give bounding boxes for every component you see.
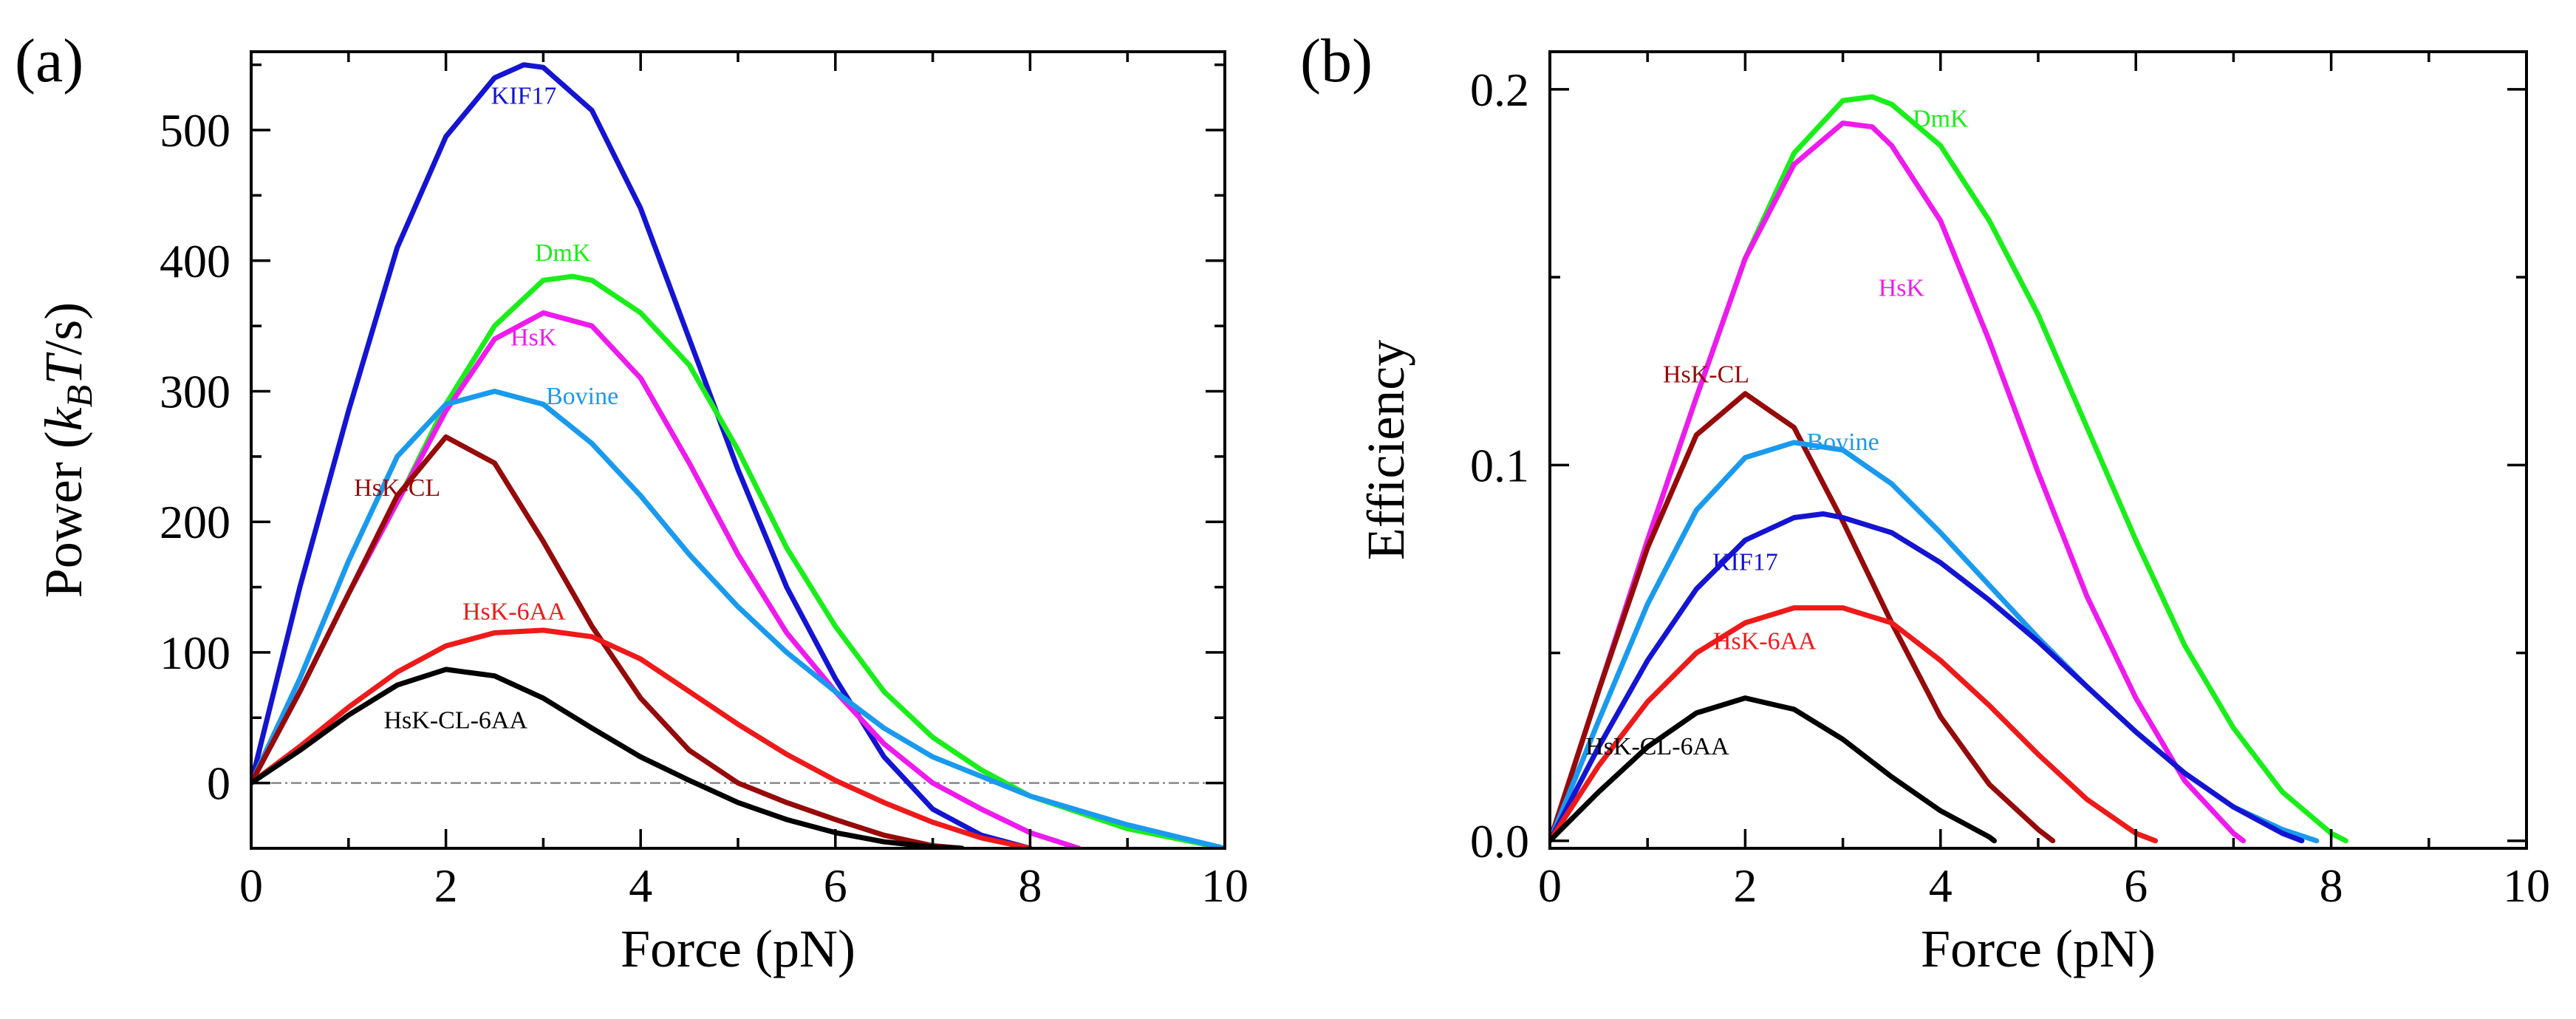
panel-a-ytick-label: 300: [160, 365, 230, 418]
panel-b-xtick-label: 8: [2320, 859, 2343, 912]
panel-b-ytick-label: 0.2: [1470, 64, 1529, 116]
panel-a-label-hsk: HsK: [510, 324, 557, 352]
panel-a-series-bovine-line: [251, 389, 1225, 848]
panel-b-label-hsk-6aa: HsK-6AA: [1713, 628, 1817, 655]
panel-a-y-axis-title-part-3: T: [34, 352, 93, 385]
panel-b-curves: [1550, 94, 2348, 844]
panel-b-ytick-label: 0.1: [1470, 439, 1529, 491]
panel-a-xtick-label: 6: [824, 859, 847, 912]
panel-b-label-hsk: HsK: [1879, 275, 1925, 302]
panel-a-label-bovine: Bovine: [546, 383, 618, 410]
panel-b-series-hsk-line: [1550, 120, 2247, 844]
panel-b-series-hsk-cl-line: [1550, 391, 2056, 844]
panel-a-y-axis-title: Power (kBT/s): [34, 302, 100, 599]
panel-a-label-dmk: DmK: [535, 239, 591, 267]
panel-a-ytick-label: 500: [160, 104, 230, 157]
panel-b-label-bovine: Bovine: [1806, 429, 1879, 456]
panel-b-xtick-label: 2: [1733, 859, 1757, 912]
panel-a-label-hsk-cl-6aa: HsK-CL-6AA: [384, 706, 528, 734]
panel-b-series-hsk-6aa-line: [1550, 605, 2159, 844]
panel-a-series-kif17-line: [251, 62, 1033, 848]
panel-a-label-hsk-cl: HsK-CL: [354, 474, 440, 502]
panel-a-xtick-label: 8: [1018, 859, 1042, 912]
panel-a-xtick-label: 2: [434, 859, 458, 912]
panel-a-y-axis-title-part-1: k: [34, 406, 93, 431]
panel-b-label-hsk-cl-6aa: HsK-CL-6AA: [1585, 733, 1729, 760]
panel-b-plot-frame: [1548, 50, 2528, 850]
panel-a-xtick-label: 10: [1201, 859, 1248, 912]
panel-b-ytick-label: 0.0: [1470, 815, 1529, 868]
panel-a-label-hsk-6aa: HsK-6AA: [462, 599, 566, 626]
panel-a-ytick-label: 0: [207, 757, 230, 810]
panel-a-curves: [251, 62, 1225, 848]
panel-b-y-axis-title: Efficiency: [1356, 340, 1415, 561]
panel-b-xtick-label: 10: [2503, 859, 2550, 912]
panel-b-series-kif17-line: [1550, 511, 2305, 844]
panel-a-panel-label: (a): [15, 27, 83, 95]
panel-a-xtick-label: 4: [629, 859, 652, 912]
panel-b-xtick-label: 6: [2124, 859, 2148, 912]
panel-b-efficiency-chart: DmK HsK HsK-CL Bovine KIF17 HsK-6AA HsK-CL-6AA…: [1300, 27, 2550, 978]
panel-a-series-hsk-cl-line: [251, 434, 965, 848]
panel-a-xtick-label: 0: [239, 859, 263, 912]
panel-a-ytick-label: 400: [160, 235, 230, 287]
panel-b-xtick-label: 0: [1538, 859, 1562, 912]
panel-b-label-hsk-cl: HsK-CL: [1663, 361, 1749, 388]
panel-a-y-axis-title-part-4: /s): [34, 302, 93, 355]
panel-a-ytick-label: 200: [160, 496, 230, 548]
panel-a-y-axis-title-part-0: Power (: [34, 431, 93, 598]
panel-b-xtick-label: 4: [1929, 859, 1953, 912]
panel-a-series-hsk-cl-6aa-line: [251, 667, 965, 848]
panel-b-series-hsk-cl-6aa-line: [1550, 695, 1997, 844]
panel-a-y-axis-title-part-2: B: [58, 385, 100, 408]
panel-b-label-dmk: DmK: [1913, 106, 1969, 133]
panel-b-panel-label: (b): [1300, 27, 1373, 95]
panel-b-x-axis-title: Force (pN): [1921, 919, 2156, 978]
panel-a-series-hsk-6aa-line: [251, 627, 1033, 848]
panel-a-x-axis-title: Force (pN): [621, 919, 855, 978]
panel-a-label-kif17: KIF17: [491, 83, 557, 110]
panel-a-power-chart: KIF17 DmK HsK Bovine HsK-CL HsK-6AA HsK-CL-6AA…: [15, 27, 1248, 978]
panel-a-ytick-label: 100: [160, 627, 230, 679]
panel-b-label-kif17: KIF17: [1712, 549, 1778, 576]
panel-a-series-dmk-line: [251, 273, 1225, 848]
